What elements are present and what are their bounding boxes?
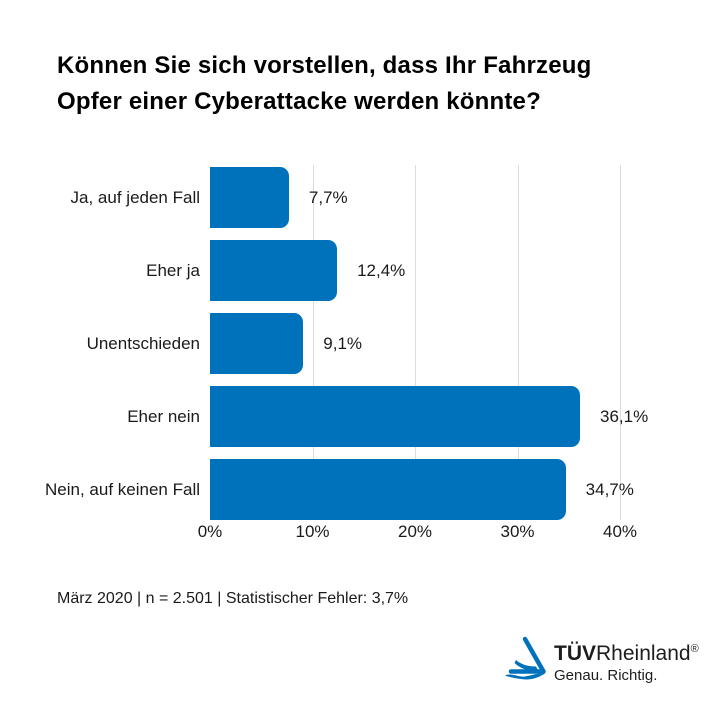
x-axis-tick-label: 10% bbox=[295, 522, 330, 541]
bar bbox=[210, 313, 304, 374]
logo-brand-name: TÜVRheinland® bbox=[554, 643, 699, 664]
logo-tagline: Genau. Richtig. bbox=[554, 667, 658, 684]
value-label: 36,1% bbox=[600, 406, 649, 426]
gridline bbox=[415, 165, 416, 520]
gridline bbox=[312, 165, 314, 520]
gridline bbox=[620, 165, 621, 520]
category-label: Nein, auf keinen Fall bbox=[45, 479, 200, 499]
category-label: Ja, auf jeden Fall bbox=[70, 187, 200, 207]
category-label: Eher ja bbox=[146, 260, 200, 280]
category-label: Eher nein bbox=[127, 406, 200, 426]
value-label: 7,7% bbox=[308, 187, 348, 207]
x-axis-tick-label: 30% bbox=[500, 522, 535, 541]
gridline bbox=[517, 165, 519, 520]
bar bbox=[210, 459, 566, 520]
logo-text: TÜVRheinland® Genau. Richtig. bbox=[554, 635, 699, 684]
page-title-line1: Können Sie sich vorstellen, dass Ihr Fah… bbox=[57, 52, 592, 79]
value-label: 34,7% bbox=[585, 479, 634, 499]
bar bbox=[210, 167, 289, 228]
value-label: 12,4% bbox=[357, 260, 406, 280]
category-label: Unentschieden bbox=[86, 333, 200, 353]
x-axis-tick-label: 40% bbox=[602, 522, 638, 541]
logo-brand-rheinland: Rheinland bbox=[596, 642, 691, 665]
bar bbox=[210, 386, 581, 447]
bar bbox=[210, 240, 338, 301]
x-axis-tick-label: 20% bbox=[397, 522, 433, 541]
tuv-rheinland-logo: TÜVRheinland® Genau. Richtig. bbox=[503, 635, 699, 684]
page-title: Können Sie sich vorstellen, dass Ihr Fah… bbox=[57, 48, 667, 120]
x-axis-tick-label: 0% bbox=[197, 522, 223, 541]
page-title-line2: Opfer einer Cyberattacke werden könnte? bbox=[57, 88, 541, 115]
tuv-triangle-icon bbox=[505, 636, 546, 680]
registered-trademark-icon: ® bbox=[690, 643, 699, 655]
value-label: 9,1% bbox=[323, 333, 363, 353]
footnote: März 2020 | n = 2.501 | Statistischer Fe… bbox=[57, 590, 409, 607]
logo-brand-tuv: TÜV bbox=[554, 642, 596, 665]
